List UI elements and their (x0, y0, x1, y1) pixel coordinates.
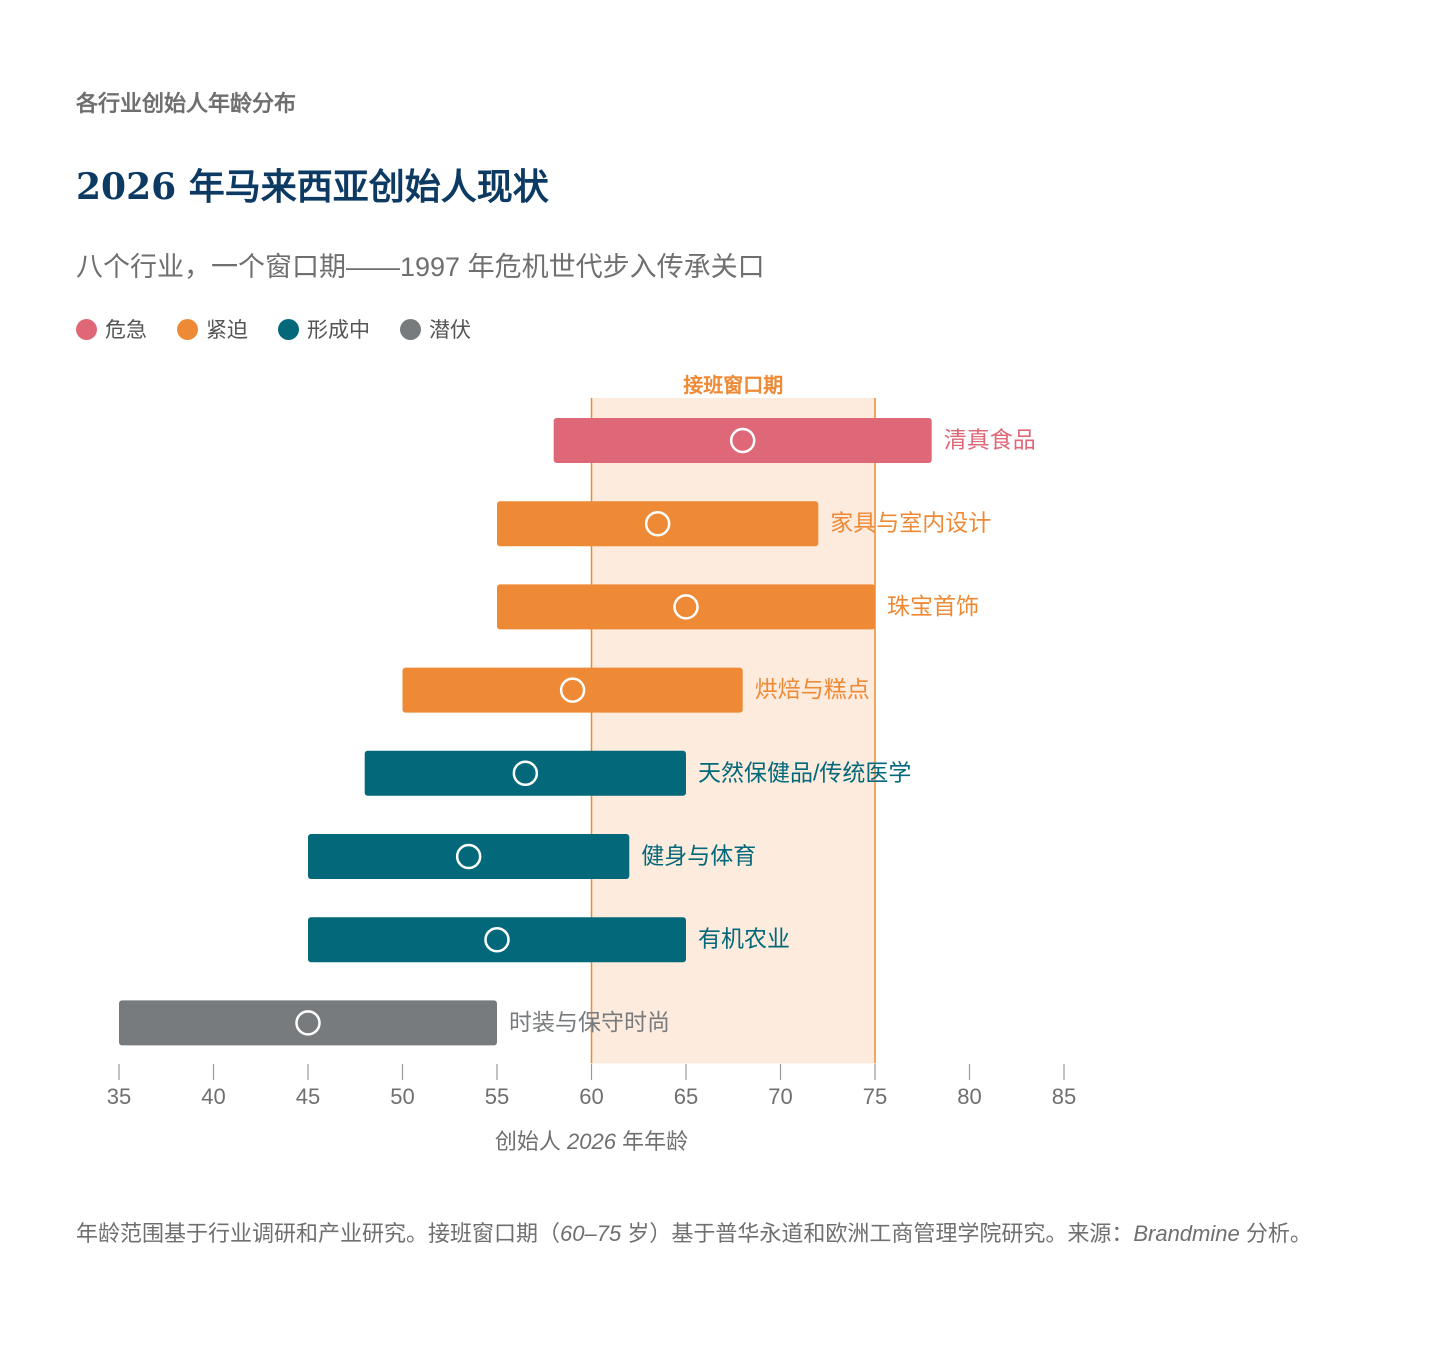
bar-label: 烘焙与糕点 (755, 676, 870, 702)
x-tick-label: 40 (201, 1084, 225, 1109)
range-bar (497, 501, 819, 547)
footnote: 年龄范围基于行业调研和产业研究。接班窗口期（60–75 岁）基于普华永道和欧洲工… (76, 1218, 1366, 1250)
footnote-source: Brandmine (1133, 1221, 1240, 1246)
chart-subtitle: 八个行业，一个窗口期——1997 年危机世代步入传承关口 (76, 252, 765, 282)
median-marker (673, 594, 699, 620)
x-tick-label: 85 (1052, 1084, 1076, 1109)
legend-dot-critical (76, 318, 97, 340)
x-tick-label: 70 (768, 1084, 792, 1109)
x-tick-label: 65 (674, 1084, 698, 1109)
bar-label: 时装与保守时尚 (509, 1009, 670, 1035)
bar-label: 珠宝首饰 (887, 593, 979, 619)
x-tick-label: 75 (863, 1084, 887, 1109)
median-marker (559, 677, 586, 703)
chart-title: 2026 年马来西亚创始人现状 (76, 166, 549, 208)
legend-label-forming: 形成中 (307, 319, 370, 342)
legend-item-urgent: 紧迫 (177, 314, 248, 344)
median-marker (512, 760, 539, 787)
legend-item-critical: 危急 (76, 314, 147, 344)
range-bar (308, 834, 630, 879)
range-bar (364, 750, 686, 796)
bar-label: 清真食品 (944, 427, 1036, 453)
footnote-text-2: 岁）基于普华永道和欧洲工商管理学院研究。来源： (621, 1221, 1134, 1246)
legend-dot-forming (278, 318, 299, 340)
x-tick-label: 55 (485, 1084, 509, 1109)
x-tick-label: 35 (107, 1084, 131, 1109)
x-tick-label: 80 (957, 1084, 981, 1109)
legend-dot-latent (400, 318, 421, 340)
range-bar-chart: 接班窗口期清真食品家具与室内设计珠宝首饰烘焙与糕点天然保健品/传统医学健身与体育… (107, 373, 1076, 1154)
legend-item-forming: 形成中 (278, 314, 370, 344)
x-tick-label: 45 (296, 1084, 320, 1109)
range-bar (553, 418, 932, 463)
bar-label: 健身与体育 (641, 843, 756, 869)
legend-dot-urgent (177, 318, 198, 340)
range-bar (308, 917, 686, 963)
legend-item-latent: 潜伏 (400, 314, 471, 344)
range-bar (497, 584, 875, 630)
chart-kicker: 各行业创始人年龄分布 (76, 91, 297, 116)
window-band (591, 398, 875, 1064)
median-marker (455, 843, 482, 870)
legend-label-latent: 潜伏 (429, 319, 471, 342)
window-label: 接班窗口期 (683, 373, 783, 397)
median-marker (729, 427, 756, 454)
bar-label: 天然保健品/传统医学 (698, 759, 911, 785)
x-axis-label: 创始人 2026 年年龄 (495, 1129, 688, 1154)
legend: 危急 紧迫 形成中 潜伏 (76, 314, 501, 344)
footnote-text-1: 年龄范围基于行业调研和产业研究。接班窗口期（ (76, 1221, 561, 1246)
bar-label: 家具与室内设计 (830, 510, 991, 536)
footnote-text-3: 分析。 (1239, 1221, 1312, 1246)
legend-label-critical: 危急 (105, 319, 147, 342)
bar-label: 有机农业 (698, 926, 790, 952)
x-tick-label: 50 (390, 1084, 414, 1109)
x-tick-label: 60 (579, 1084, 603, 1109)
median-marker (644, 510, 671, 537)
range-bar (119, 1000, 497, 1046)
median-marker (484, 926, 510, 953)
footnote-window-range: 60–75 (560, 1221, 622, 1246)
legend-label-urgent: 紧迫 (206, 319, 248, 342)
median-marker (295, 1010, 321, 1036)
range-bar (402, 667, 743, 713)
